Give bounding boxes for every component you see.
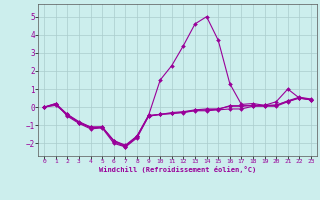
X-axis label: Windchill (Refroidissement éolien,°C): Windchill (Refroidissement éolien,°C): [99, 166, 256, 173]
